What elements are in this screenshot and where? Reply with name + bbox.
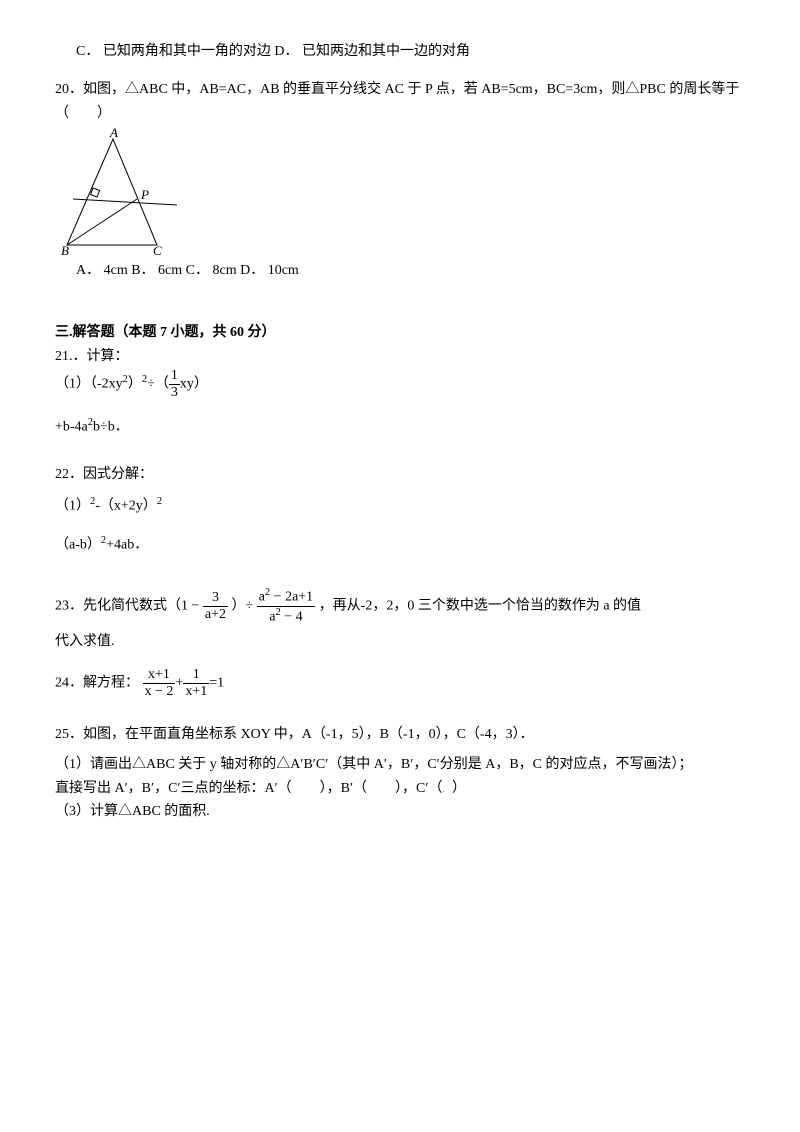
q24-frac2: 1x+1 xyxy=(183,668,209,699)
q25-line3: 直接写出 A′，B′，C′三点的坐标：A′（ ），B′（ ），C′（. ） xyxy=(55,777,745,801)
q24-f2d: x+1 xyxy=(183,684,209,699)
q21-l2-a: +b-4a xyxy=(55,419,88,434)
q23-f1d: a+2 xyxy=(203,607,228,622)
q23-after: ，再从-2，2，0 三个数中选一个恰当的数作为 a 的值 xyxy=(319,598,641,613)
label-B: B xyxy=(61,243,69,257)
q23-line1: 23．先化简代数式（1 − 3a+2 ）÷ a2 − 2a+1 a2 − 4 ，… xyxy=(55,588,745,624)
q25-l3a: 直接写出 A′，B′，C′三点的坐标：A′（ ），B′（ ），C′（ xyxy=(55,781,442,796)
q24-f1n: x+1 xyxy=(143,668,176,684)
q23-f2d-r: − 4 xyxy=(281,609,303,624)
q22-l1-a: （1） xyxy=(55,499,90,514)
q24-pre: 24．解方程： xyxy=(55,676,139,691)
q24-plus: + xyxy=(175,676,183,691)
q22-l2-b: +4ab． xyxy=(106,538,148,553)
q20-triangle-figure: A B C P xyxy=(55,127,190,257)
q21-line1: （1）（-2xy2）2÷（13xy） xyxy=(55,369,745,400)
q24-f1d: x − 2 xyxy=(143,684,176,699)
section-3-title: 三.解答题（本题 7 小题，共 60 分） xyxy=(55,321,745,345)
accent-dot-icon: . xyxy=(442,784,445,795)
q22-title: 22．因式分解： xyxy=(55,463,745,487)
label-A: A xyxy=(109,127,118,140)
q22-line2: （a-b）2+4ab． xyxy=(55,532,745,557)
q23-f1n: 3 xyxy=(203,591,228,607)
q21-l1-b: ） xyxy=(128,377,142,392)
label-C: C xyxy=(153,243,162,257)
q22-sup-2e: 2 xyxy=(157,496,162,507)
q21-l2-b: b÷b． xyxy=(93,419,129,434)
q21-frac-den: 3 xyxy=(169,385,180,400)
q21-l1-d: xy） xyxy=(180,377,208,392)
q25-line4: （3）计算△ABC 的面积. xyxy=(55,800,745,824)
q24-f2n: 1 xyxy=(183,668,209,684)
q19-options-cd: C． 已知两角和其中一角的对边 D． 已知两边和其中一边的对角 xyxy=(55,40,745,64)
q23-f2n: a2 − 2a+1 xyxy=(257,588,315,607)
q21-title: 21.．计算： xyxy=(55,345,745,369)
q25-line2: （1）请画出△ABC 关于 y 轴对称的△A′B′C′（其中 A′，B′，C′分… xyxy=(55,753,745,777)
q23-frac1: 3a+2 xyxy=(203,591,228,622)
q21-frac-num: 1 xyxy=(169,369,180,385)
q24-line: 24．解方程： x+1x − 2+1x+1=1 xyxy=(55,668,745,699)
q22-line1: （1）2-（x+2y）2 xyxy=(55,493,745,518)
label-P: P xyxy=(140,187,149,202)
q22-l1-b: -（x+2y） xyxy=(95,499,157,514)
q23-mid: ）÷ xyxy=(232,598,254,613)
q21-l1-c: ÷（ xyxy=(147,377,169,392)
q24-eq: =1 xyxy=(209,676,224,691)
q23-f2d: a2 − 4 xyxy=(257,607,315,625)
q23-frac2: a2 − 2a+1 a2 − 4 xyxy=(257,588,315,624)
q20-options: A． 4cm B． 6cm C． 8cm D． 10cm xyxy=(55,259,745,283)
q23-f2n-r: − 2a+1 xyxy=(270,590,313,605)
q22-l2-a: （a-b） xyxy=(55,538,101,553)
q21-frac: 13 xyxy=(169,369,180,400)
q23-line2: 代入求值. xyxy=(55,630,745,654)
q20-text: 20．如图，△ABC 中，AB=AC，AB 的垂直平分线交 AC 于 P 点，若… xyxy=(55,78,745,126)
q21-l1-a: （1）（-2xy xyxy=(55,377,123,392)
q24-frac1: x+1x − 2 xyxy=(143,668,176,699)
q25-l3b: ） xyxy=(452,781,466,796)
q25-line1: 25．如图，在平面直角坐标系 XOY 中，A（-1，5），B（-1，0），C（-… xyxy=(55,723,745,747)
q21-line2: +b-4a2b÷b． xyxy=(55,414,745,439)
q23-pre: 23．先化简代数式（1 − xyxy=(55,598,199,613)
